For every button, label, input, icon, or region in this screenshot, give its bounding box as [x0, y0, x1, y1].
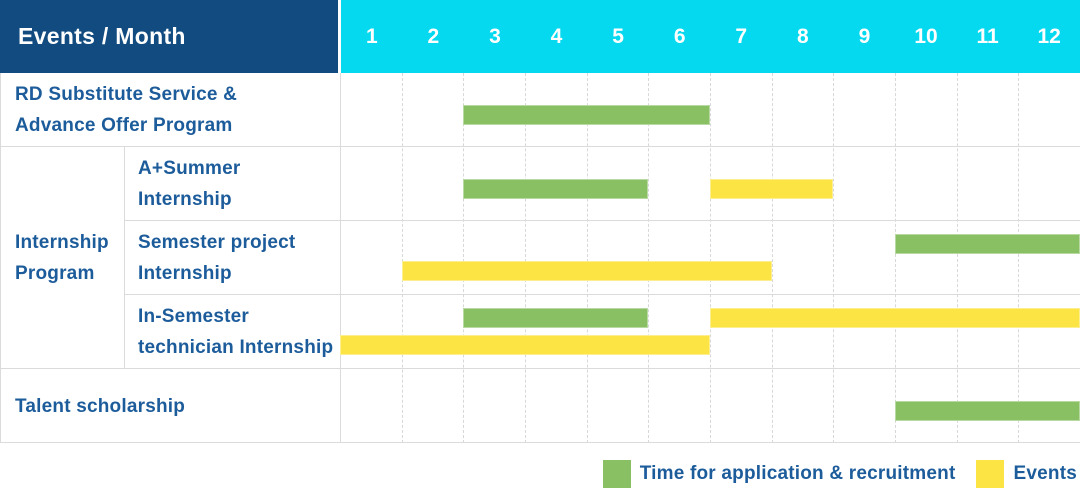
month-gridline: [586, 73, 588, 443]
month-gridline: [771, 73, 773, 443]
month-gridline: [833, 73, 835, 443]
month-gridline: [525, 73, 526, 443]
bar-application: [895, 401, 1080, 421]
month-gridline: [956, 73, 958, 443]
month-header-label: 7: [735, 24, 748, 48]
application-swatch-icon: [602, 460, 631, 488]
row-label-talent-scholarship: Talent scholarship: [15, 395, 186, 417]
event-swatch-icon: [976, 460, 1005, 488]
month-header-label: 12: [1037, 24, 1061, 48]
row-label-rd-substitute: RD Substitute Service & Advance Offer Pr…: [15, 84, 238, 136]
bar-event: [710, 308, 1080, 328]
events-month-header-cell: Events / Month: [0, 0, 338, 73]
row-separator: [124, 220, 1080, 221]
legend-item-application: Time for application & recruitment: [602, 460, 956, 488]
month-header-label: 1: [365, 24, 378, 48]
row-label-a-plus-summer: A+Summer Internship: [138, 158, 241, 210]
legend-item-events: Events: [976, 460, 1077, 488]
month-header-label: 9: [858, 24, 871, 48]
month-gridline: [401, 73, 403, 443]
month-gridline: [1018, 73, 1020, 443]
table-bottom-border: [0, 442, 1080, 443]
label-grid-divider: [340, 73, 341, 443]
month-header-label: 6: [673, 24, 686, 48]
group-label-internship-program: Internship Program: [15, 232, 109, 284]
table-left-border: [0, 73, 1, 443]
bar-event: [401, 261, 772, 281]
row-separator: [124, 294, 1080, 295]
month-gridline: [463, 73, 465, 443]
bar-application: [895, 234, 1080, 254]
month-header-label: 8: [796, 24, 809, 48]
month-gridline: [710, 73, 711, 443]
group-sub-divider: [124, 147, 125, 369]
month-header-label: 11: [976, 24, 999, 48]
events-month-title: Events / Month: [18, 23, 186, 49]
month-gridline: [648, 73, 650, 443]
bar-application: [463, 179, 649, 199]
bar-event: [340, 335, 710, 355]
row-separator: [0, 368, 1080, 369]
month-gridline: [895, 73, 896, 443]
bar-application: [463, 105, 710, 125]
month-header-label: 3: [489, 24, 501, 48]
row-label-semester-project: Semester project Internship: [138, 232, 296, 284]
bar-event: [710, 179, 834, 199]
row-separator: [0, 146, 1080, 147]
month-header-label: 4: [550, 24, 563, 48]
legend-application-label: Time for application & recruitment: [639, 463, 956, 484]
month-header-label: 10: [914, 24, 938, 48]
month-header-label: 2: [427, 24, 440, 48]
row-label-in-semester-technician: In-Semester technician Internship: [138, 306, 334, 358]
month-header-row: 1 2 3 4 5 6 7 8 9 10 11 12: [341, 0, 1080, 73]
legend-events-label: Events: [1013, 463, 1077, 484]
month-header-label: 5: [612, 24, 624, 48]
legend: Time for application & recruitment Event…: [602, 456, 1077, 492]
bar-application: [463, 308, 649, 328]
